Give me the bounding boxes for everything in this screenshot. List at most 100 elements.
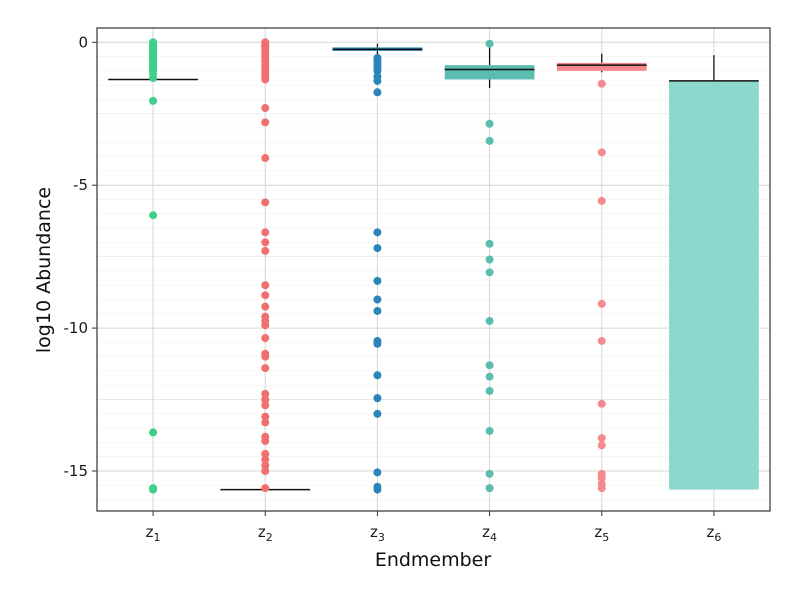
- outlier-point: [261, 118, 270, 127]
- outlier-point: [597, 196, 606, 205]
- outlier-point: [261, 418, 270, 427]
- outlier-point: [373, 228, 382, 237]
- outlier-point: [261, 395, 270, 404]
- outlier-point: [597, 79, 606, 88]
- outlier-point: [485, 386, 494, 395]
- outlier-point: [373, 394, 382, 403]
- x-tick-label: z5: [594, 523, 609, 544]
- y-axis: 0 -5 -10 -15: [64, 33, 97, 480]
- y-axis-title: log10 Abundance: [33, 187, 55, 353]
- box-5: [556, 53, 647, 73]
- outlier-point: [261, 484, 270, 493]
- outlier-point: [261, 461, 270, 470]
- plot-border: [96, 27, 771, 512]
- outlier-point: [597, 336, 606, 345]
- outlier-point: [373, 244, 382, 253]
- outlier-point: [261, 455, 270, 464]
- x-tick-label: z6: [706, 523, 721, 544]
- outlier-point: [261, 436, 270, 445]
- outlier-point: [373, 66, 382, 75]
- outlier-point: [373, 88, 382, 97]
- outlier-point: [261, 364, 270, 373]
- x-axis-title: Endmember: [375, 549, 492, 571]
- x-tick-base: z: [594, 523, 602, 541]
- x-tick-base: z: [370, 523, 378, 541]
- outlier-point: [261, 228, 270, 237]
- outlier-point: [485, 426, 494, 435]
- y-tick-label: -10: [64, 319, 89, 337]
- x-tick-subscript: 1: [154, 531, 161, 544]
- outlier-point: [261, 198, 270, 207]
- plot-background: [97, 28, 770, 511]
- outlier-point: [485, 255, 494, 264]
- x-tick-subscript: 3: [378, 531, 385, 544]
- outlier-point: [149, 96, 158, 105]
- outlier-point: [597, 441, 606, 450]
- x-tick-subscript: 4: [490, 531, 497, 544]
- y-tick-label: -15: [64, 462, 89, 480]
- box-4: [444, 45, 535, 89]
- outlier-point: [373, 485, 382, 494]
- x-tick-base: z: [146, 523, 154, 541]
- outlier-point: [261, 104, 270, 113]
- outlier-point: [485, 39, 494, 48]
- box-6: [669, 55, 759, 490]
- x-axis: z1 z2 z3 z4 z5 z6: [146, 511, 721, 544]
- outlier-point: [485, 316, 494, 325]
- outlier-point: [261, 352, 270, 361]
- outlier-point: [485, 361, 494, 370]
- outlier-point: [261, 291, 270, 300]
- outlier-point: [261, 281, 270, 290]
- outlier-point: [261, 449, 270, 458]
- outlier-point: [261, 75, 270, 84]
- outlier-point: [373, 276, 382, 285]
- outlier-point: [597, 399, 606, 408]
- x-tick-base: z: [258, 523, 266, 541]
- x-tick-base: z: [706, 523, 714, 541]
- outlier-point: [149, 485, 158, 494]
- x-tick-subscript: 5: [602, 531, 609, 544]
- outlier-point: [373, 371, 382, 380]
- x-tick-label: z2: [258, 523, 273, 544]
- box-body: [556, 62, 647, 71]
- outlier-point: [373, 295, 382, 304]
- outlier-layer: [149, 38, 606, 494]
- outlier-point: [373, 76, 382, 85]
- outlier-point: [597, 299, 606, 308]
- outlier-point: [261, 321, 270, 330]
- outlier-point: [485, 136, 494, 145]
- outlier-point: [485, 484, 494, 493]
- outlier-point: [485, 469, 494, 478]
- x-tick-subscript: 2: [266, 531, 273, 544]
- outlier-point: [485, 268, 494, 277]
- outlier-point: [261, 412, 270, 421]
- outlier-point: [373, 339, 382, 348]
- y-tick-label: 0: [78, 33, 88, 51]
- outlier-point: [261, 238, 270, 247]
- x-tick-base: z: [482, 523, 490, 541]
- x-tick-subscript: 6: [714, 531, 721, 544]
- x-tick-label: z1: [146, 523, 161, 544]
- box-body: [444, 65, 535, 80]
- outlier-point: [373, 409, 382, 418]
- outlier-point: [597, 484, 606, 493]
- outlier-point: [261, 389, 270, 398]
- outlier-point: [485, 119, 494, 128]
- box-body: [669, 80, 759, 490]
- outlier-point: [485, 239, 494, 248]
- outlier-point: [261, 154, 270, 163]
- outlier-point: [149, 211, 158, 220]
- x-tick-label: z4: [482, 523, 497, 544]
- outlier-point: [597, 434, 606, 443]
- outlier-point: [261, 466, 270, 475]
- x-tick-label: z3: [370, 523, 385, 544]
- y-tick-label: -5: [73, 176, 88, 194]
- outlier-point: [485, 372, 494, 381]
- outlier-point: [261, 334, 270, 343]
- outlier-point: [373, 468, 382, 477]
- outlier-point: [149, 74, 158, 83]
- outlier-point: [597, 148, 606, 157]
- outlier-point: [373, 306, 382, 315]
- box-layer: [108, 43, 759, 491]
